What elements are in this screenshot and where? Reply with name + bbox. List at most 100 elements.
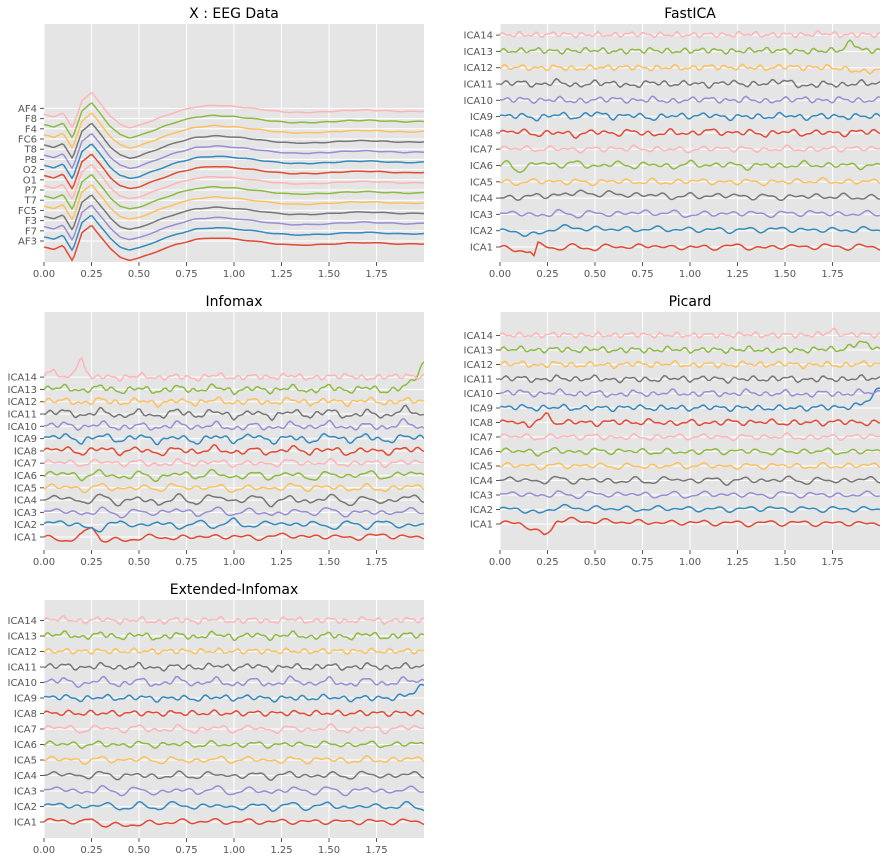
x-tick-label: 1.00: [223, 557, 245, 568]
y-tick-label: ICA9: [470, 112, 493, 123]
series-line: [44, 122, 424, 160]
y-tick-label: O2: [23, 165, 37, 176]
x-tick-label: 0.00: [33, 557, 55, 568]
series-line: [44, 800, 424, 812]
x-tick-label: 1.75: [365, 845, 387, 856]
series-line: [500, 208, 880, 219]
y-tick-label: ICA8: [470, 128, 493, 139]
series-line: [44, 163, 424, 201]
x-tick-label: 1.25: [270, 269, 292, 280]
series-line: [44, 356, 424, 383]
x-tick-label: 0.25: [536, 557, 558, 568]
series-line: [44, 214, 424, 252]
y-tick-label: ICA2: [14, 802, 37, 813]
y-tick-label: ICA1: [14, 818, 37, 829]
series-line: [500, 77, 880, 89]
x-tick-label: 0.75: [631, 557, 653, 568]
y-tick-label: ICA2: [470, 226, 493, 237]
series-line: [500, 159, 880, 174]
series-line: [44, 493, 424, 508]
series-line: [500, 516, 880, 536]
panel-title: Picard: [669, 294, 712, 310]
series-line: [44, 361, 424, 396]
y-tick-label: ICA11: [464, 80, 494, 91]
x-tick-label: 1.00: [679, 557, 701, 568]
series-line: [44, 630, 424, 642]
series-line: [44, 417, 424, 432]
series-line: [44, 102, 424, 139]
y-tick-label: ICA8: [14, 446, 37, 457]
y-tick-label: F3: [25, 216, 37, 227]
series-line: [500, 224, 880, 237]
series-line: [44, 143, 424, 180]
series-line: [44, 755, 424, 765]
series-line: [500, 373, 880, 385]
x-tick-label: 0.25: [536, 269, 558, 280]
series-line: [500, 490, 880, 500]
x-tick-label: 0.75: [175, 845, 197, 856]
series-line: [500, 359, 880, 370]
series-line: [44, 675, 424, 689]
y-tick-label: ICA5: [470, 462, 493, 473]
panel-title: X : EEG Data: [189, 6, 279, 22]
panel-extended-infomax: Extended-Infomax 0.00 0.25 0.50 0.75 1.00 1.2…: [8, 582, 424, 856]
series-line: [44, 661, 424, 673]
series-line: [500, 39, 880, 56]
series-line: [44, 432, 424, 446]
series-line: [44, 784, 424, 797]
x-tick-label: 0.75: [631, 269, 653, 280]
y-tick-label: ICA10: [8, 678, 38, 689]
x-tick-label: 0.75: [175, 269, 197, 280]
y-tick-label: T7: [24, 196, 37, 207]
y-tick-label: ICA14: [464, 31, 494, 42]
x-tick-label: 1.50: [318, 269, 340, 280]
series-line: [500, 388, 880, 398]
y-tick-label: O1: [23, 175, 37, 186]
series-line: [44, 443, 424, 457]
series-line: [44, 224, 424, 262]
series-line: [44, 647, 424, 656]
series-line: [44, 817, 424, 828]
y-tick-label: ICA10: [464, 389, 494, 400]
x-tick-label: 1.25: [726, 269, 748, 280]
y-tick-label: ICA5: [470, 177, 493, 188]
y-tick-label: ICA8: [14, 709, 37, 720]
series-line: [500, 176, 880, 187]
x-tick-label: 1.75: [821, 557, 843, 568]
y-tick-label: ICA5: [14, 483, 37, 494]
panel-title: Infomax: [206, 294, 263, 310]
series-line: [500, 432, 880, 442]
x-tick-label: 0.00: [489, 269, 511, 280]
x-tick-label: 0.50: [128, 845, 150, 856]
y-tick-label: ICA4: [470, 476, 493, 487]
series-line: [44, 683, 424, 703]
y-tick-label: ICA10: [8, 422, 38, 433]
y-tick-label: FC6: [18, 135, 37, 146]
y-tick-label: P7: [25, 186, 37, 197]
y-tick-label: ICA10: [464, 96, 494, 107]
y-tick-label: ICA4: [14, 496, 37, 507]
x-tick-label: 1.75: [365, 557, 387, 568]
series-line: [44, 396, 424, 409]
y-tick-label: ICA12: [8, 647, 38, 658]
series-line: [500, 63, 880, 75]
series-line: [500, 29, 880, 39]
series-line: [44, 506, 424, 519]
series-line: [500, 241, 880, 258]
x-tick-label: 1.00: [679, 269, 701, 280]
y-tick-label: FC5: [18, 206, 37, 217]
x-tick-label: 0.50: [128, 269, 150, 280]
x-tick-label: 0.00: [33, 845, 55, 856]
y-tick-label: ICA1: [470, 520, 493, 531]
y-tick-label: T8: [24, 145, 37, 156]
y-tick-label: ICA14: [464, 331, 494, 342]
y-tick-label: ICA4: [14, 771, 37, 782]
x-tick-label: 1.50: [774, 269, 796, 280]
panel-infomax: Infomax 0.00 0.25 0.50 0.75 1.00 1.25 1.50 1.75…: [8, 294, 424, 568]
y-tick-label: ICA4: [470, 194, 493, 205]
x-tick-label: 0.25: [80, 845, 102, 856]
x-tick-label: 0.50: [584, 269, 606, 280]
series-line: [500, 461, 880, 471]
y-tick-label: ICA7: [470, 145, 493, 156]
